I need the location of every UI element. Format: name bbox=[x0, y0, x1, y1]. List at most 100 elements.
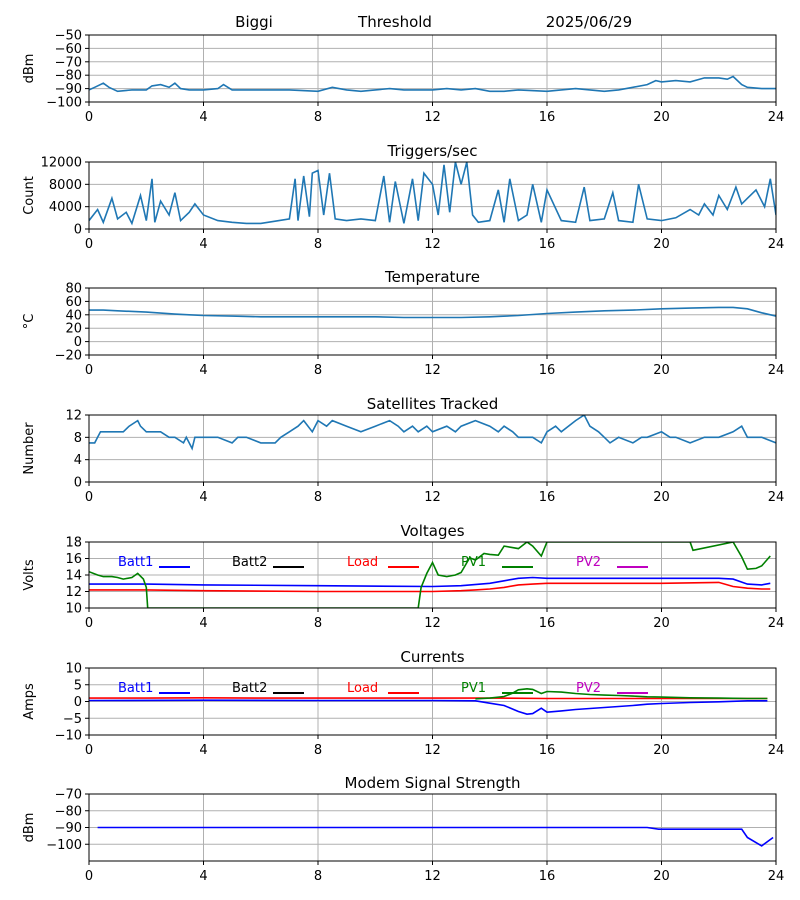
x-tick-label: 24 bbox=[768, 743, 785, 758]
x-tick-label: 12 bbox=[424, 616, 441, 631]
x-tick-label: 8 bbox=[314, 869, 322, 884]
x-tick-label: 0 bbox=[85, 110, 93, 125]
panel-title: Currents bbox=[400, 648, 464, 666]
x-tick-label: 4 bbox=[199, 616, 207, 631]
x-tick-label: 8 bbox=[314, 616, 322, 631]
x-tick-label: 12 bbox=[424, 110, 441, 125]
series-line-batt1 bbox=[89, 699, 768, 716]
legend-label-batt1: Batt1 bbox=[118, 681, 153, 696]
panel-6: 0 4 8 12 16 20 24 −10 −5 0 510 Currents Amps Batt1 Bat… bbox=[22, 648, 784, 758]
y-tick-label: 0 bbox=[74, 223, 82, 238]
y-tick-label: 18 bbox=[65, 536, 82, 551]
legend-label-batt1: Batt1 bbox=[118, 555, 153, 570]
y-tick-label: −100 bbox=[46, 838, 82, 853]
y-tick-label: 80 bbox=[65, 282, 82, 297]
plot-frame bbox=[88, 541, 777, 609]
y-tick-label: −100 bbox=[46, 96, 82, 111]
x-tick-label: 24 bbox=[768, 110, 785, 125]
series-line-1 bbox=[89, 306, 776, 319]
y-tick-label: 12 bbox=[65, 585, 82, 600]
x-tick-label: 20 bbox=[653, 490, 670, 505]
x-tick-label: 4 bbox=[199, 363, 207, 378]
x-tick-label: 16 bbox=[539, 743, 556, 758]
panel-title: Voltages bbox=[400, 522, 464, 540]
x-tick-label: 20 bbox=[653, 869, 670, 884]
y-tick-label: 0 bbox=[74, 335, 82, 350]
y-tick-label: −50 bbox=[55, 29, 82, 44]
series-line-load bbox=[89, 696, 768, 700]
x-tick-label: 24 bbox=[768, 363, 785, 378]
y-tick-label: −5 bbox=[63, 712, 82, 727]
y-tick-label: −70 bbox=[55, 55, 82, 70]
x-tick-label: 20 bbox=[653, 237, 670, 252]
x-tick-label: 24 bbox=[768, 616, 785, 631]
legend-label-pv1: PV1 bbox=[461, 555, 486, 570]
x-tick-label: 12 bbox=[424, 869, 441, 884]
series-line-load bbox=[89, 581, 771, 593]
y-tick-label: 0 bbox=[74, 476, 82, 491]
y-tick-label: −80 bbox=[55, 804, 82, 819]
plot-frame bbox=[88, 161, 777, 230]
series-line-pv1 bbox=[89, 542, 771, 608]
y-tick-label: 8000 bbox=[49, 178, 82, 193]
x-tick-label: 16 bbox=[539, 490, 556, 505]
x-tick-label: 24 bbox=[768, 490, 785, 505]
plot-frame bbox=[88, 34, 777, 103]
y-tick-label: 10 bbox=[65, 662, 82, 677]
header-site: Biggi bbox=[235, 13, 273, 31]
x-tick-label: 0 bbox=[85, 616, 93, 631]
x-tick-label: 16 bbox=[539, 237, 556, 252]
x-tick-label: 20 bbox=[653, 743, 670, 758]
y-tick-label: 16 bbox=[65, 552, 82, 567]
y-axis-label: Count bbox=[22, 176, 37, 215]
y-tick-label: 4000 bbox=[49, 200, 82, 215]
y-tick-label: 40 bbox=[65, 308, 82, 323]
panel-2: 0 4 8 12 16 20 24 0 4000 8000 12000 Triggers/sec Cou… bbox=[22, 142, 784, 252]
y-tick-label: −90 bbox=[55, 82, 82, 97]
series-line-1 bbox=[89, 415, 776, 451]
y-tick-label: 12000 bbox=[41, 156, 82, 171]
y-tick-label: −20 bbox=[55, 349, 82, 364]
panel-title: Satellites Tracked bbox=[367, 395, 498, 413]
x-tick-label: 4 bbox=[199, 490, 207, 505]
y-tick-label: 20 bbox=[65, 322, 82, 337]
y-tick-label: −10 bbox=[55, 729, 82, 744]
plot-frame bbox=[88, 287, 777, 356]
y-axis-label: Volts bbox=[22, 559, 37, 591]
x-tick-label: 8 bbox=[314, 363, 322, 378]
y-axis-label: Amps bbox=[22, 683, 37, 720]
legend-label-pv2: PV2 bbox=[576, 555, 601, 570]
x-tick-label: 20 bbox=[653, 616, 670, 631]
y-axis-label: Number bbox=[22, 422, 37, 475]
x-tick-label: 24 bbox=[768, 237, 785, 252]
x-tick-label: 0 bbox=[85, 237, 93, 252]
x-tick-label: 16 bbox=[539, 616, 556, 631]
series-line-1 bbox=[89, 162, 776, 226]
panel-title: Triggers/sec bbox=[387, 142, 478, 160]
y-tick-label: 14 bbox=[65, 569, 82, 584]
y-tick-label: 12 bbox=[65, 409, 82, 424]
x-tick-label: 12 bbox=[424, 237, 441, 252]
series-line-batt1 bbox=[89, 576, 771, 588]
x-tick-label: 24 bbox=[768, 869, 785, 884]
header-mode: Threshold bbox=[357, 13, 432, 31]
y-tick-label: 0 bbox=[74, 695, 82, 710]
y-tick-label: 10 bbox=[65, 602, 82, 617]
x-tick-label: 4 bbox=[199, 743, 207, 758]
x-tick-label: 8 bbox=[314, 110, 322, 125]
x-tick-label: 0 bbox=[85, 363, 93, 378]
legend-label-load: Load bbox=[347, 681, 378, 696]
x-tick-label: 0 bbox=[85, 743, 93, 758]
panel-4: 0 4 8 12 16 20 24 0 4 8 12 Satellites Tracked Number bbox=[22, 395, 784, 505]
y-tick-label: 5 bbox=[74, 678, 82, 693]
x-tick-label: 12 bbox=[424, 363, 441, 378]
y-tick-label: −60 bbox=[55, 42, 82, 57]
legend-label-batt2: Batt2 bbox=[232, 555, 267, 570]
x-tick-label: 16 bbox=[539, 110, 556, 125]
x-tick-label: 16 bbox=[539, 869, 556, 884]
header-date: 2025/06/29 bbox=[546, 13, 632, 31]
y-tick-label: −80 bbox=[55, 69, 82, 84]
